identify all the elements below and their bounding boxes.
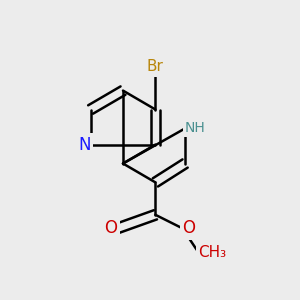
Text: Br: Br — [147, 59, 164, 74]
Text: N: N — [78, 136, 91, 154]
Text: NH: NH — [185, 122, 206, 135]
Text: O: O — [182, 219, 195, 237]
Text: O: O — [105, 219, 118, 237]
Text: CH₃: CH₃ — [199, 245, 227, 260]
